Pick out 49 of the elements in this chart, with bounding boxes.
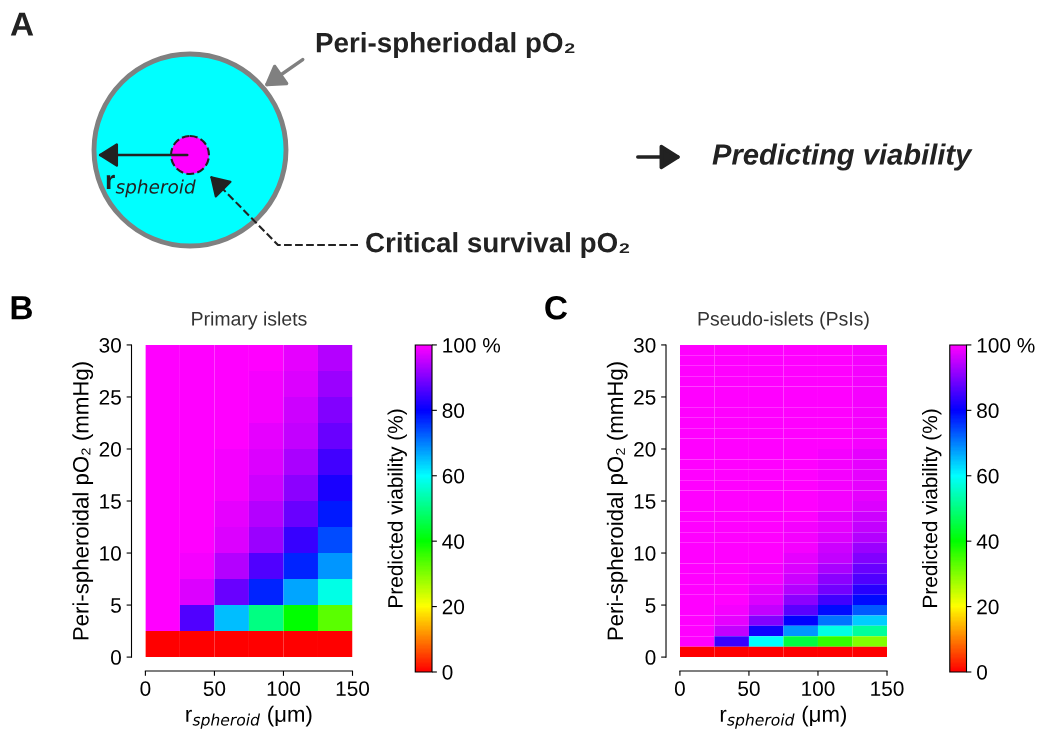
text: A xyxy=(10,12,34,36)
x-tick-label: 50 xyxy=(738,681,760,696)
color-bar-label: 20 xyxy=(442,599,465,615)
y-tick-label: 15 xyxy=(100,494,121,509)
color-bar-label: 60 xyxy=(977,468,999,484)
x-tick-label: 100 xyxy=(267,681,301,696)
color-bar-title: Predicted viability (%) xyxy=(387,409,407,607)
y-tick-label: 10 xyxy=(634,546,656,561)
text: C xyxy=(545,296,568,320)
y-tick-label: 0 xyxy=(111,650,121,665)
x-tick-label: 150 xyxy=(871,681,904,696)
color-bar-label: 100 % xyxy=(443,337,501,353)
x-tick-label: 0 xyxy=(140,681,151,696)
color-bar-label: 80 xyxy=(977,403,999,419)
text: Peri-spheriodal pO₂ xyxy=(316,32,575,58)
x-tick-label: 50 xyxy=(203,681,226,696)
x-axis-title: r$_{spheroid}$ (μm) xyxy=(186,705,312,729)
text: B xyxy=(11,296,32,320)
color-bar-label: 60 xyxy=(442,468,465,484)
color-bar-label: 0 xyxy=(442,664,453,680)
x-axis-title: r$_{spheroid}$ (μm) xyxy=(720,705,846,729)
y-tick-label: 20 xyxy=(99,441,121,457)
color-bar-title: Predicted viability (%) xyxy=(922,409,942,607)
chart-title: Pseudo-islets (PsIs) xyxy=(698,311,869,330)
chart-title: Primary islets xyxy=(192,311,307,330)
y-tick-label: 0 xyxy=(645,650,656,665)
text: Predicting viability xyxy=(712,143,973,171)
color-bar-label: 40 xyxy=(976,534,999,549)
y-axis-title: Peri-spheroidal pO₂ (mmHg) xyxy=(72,362,94,640)
y-tick-label: 20 xyxy=(634,441,656,457)
color-bar-label: 40 xyxy=(442,534,465,549)
color-bar-label: 20 xyxy=(977,599,999,615)
y-tick-label: 30 xyxy=(99,337,121,353)
color-bar-label: 80 xyxy=(442,403,465,419)
color-bar-label: 0 xyxy=(977,664,987,680)
y-tick-label: 5 xyxy=(111,598,121,613)
y-axis-title: Peri-spheroidal pO₂ (mmHg) xyxy=(606,362,628,640)
y-tick-label: 25 xyxy=(99,389,121,405)
text: r$_{spheroid}$ xyxy=(106,174,196,198)
color-bar-label: 100 % xyxy=(977,337,1035,353)
text: Critical survival pO₂ xyxy=(366,232,630,258)
x-tick-label: 150 xyxy=(336,681,370,696)
y-tick-label: 25 xyxy=(634,389,656,405)
x-tick-label: 100 xyxy=(802,681,835,696)
y-tick-label: 5 xyxy=(645,598,656,613)
y-tick-label: 10 xyxy=(100,546,121,561)
y-tick-label: 15 xyxy=(634,494,656,509)
y-tick-label: 30 xyxy=(633,337,656,353)
x-tick-label: 0 xyxy=(674,681,685,696)
